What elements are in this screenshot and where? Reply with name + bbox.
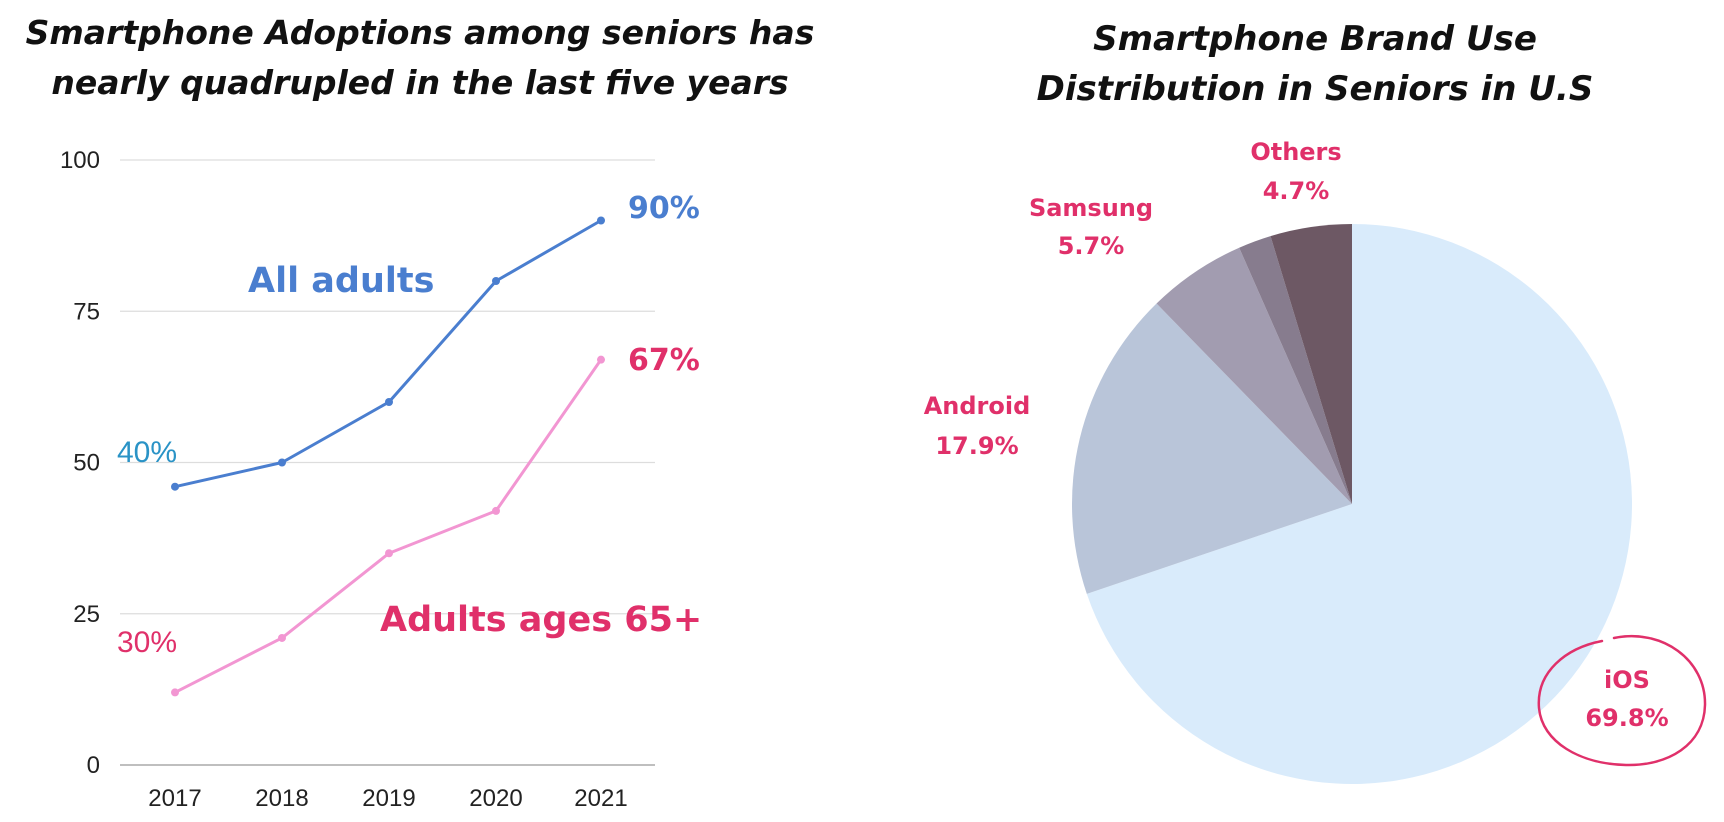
start-value-all-adults: 40% (117, 436, 177, 469)
pie-label-android: Android (924, 392, 1031, 420)
y-tick-label: 50 (73, 450, 100, 477)
pie-slice-android (1072, 303, 1352, 594)
pie-value-others: 4.7% (1263, 177, 1330, 205)
series-line (174, 358, 603, 694)
pie-slice-ios (1086, 224, 1633, 785)
start-value-seniors: 30% (117, 626, 177, 659)
pie-chart: iOS 69.8% Android 17.9% Samsung 5.7% Others 4.7… (924, 138, 1707, 785)
pie-value-ios: 69.8% (1585, 704, 1668, 732)
y-tick-label: 0 (87, 752, 100, 779)
end-value-seniors: 67% (628, 343, 700, 378)
line-chart: 0 25 50 75 100 2017 2018 2019 2020 2021 All adults… (60, 147, 702, 812)
line-chart-title-line-2: nearly quadrupled in the last five years (51, 63, 789, 102)
x-tick-label: 2020 (469, 785, 522, 812)
data-point (492, 277, 500, 285)
series-label-seniors: Adults ages 65+ (380, 600, 702, 640)
pie-label-others: Others (1250, 138, 1341, 166)
data-point (385, 398, 393, 406)
x-tick-label: 2018 (255, 785, 308, 812)
data-point (278, 458, 286, 467)
pie-value-samsung: 5.7% (1058, 232, 1125, 260)
y-tick-label: 100 (60, 147, 100, 174)
pie-chart-title: Smartphone Brand Use Distribution in Sen… (960, 14, 1670, 114)
data-point (171, 482, 179, 491)
series-label-all-adults: All adults (248, 261, 434, 301)
pie-slice-others (1270, 224, 1352, 504)
line-chart-title: Smartphone Adoptions among seniors has n… (0, 8, 840, 108)
pie-chart-title-line-2: Distribution in Seniors in U.S (1036, 69, 1594, 109)
data-point (171, 688, 179, 697)
pie-value-android: 17.9% (935, 432, 1018, 460)
end-value-all-adults: 90% (628, 191, 700, 226)
line-chart-title-line-1: Smartphone Adoptions among seniors has (25, 13, 815, 52)
data-point (492, 506, 500, 515)
x-tick-label: 2019 (362, 785, 415, 812)
ios-highlight-circle (1537, 635, 1707, 767)
y-tick-label: 25 (73, 601, 100, 628)
data-point (278, 633, 286, 642)
data-point (597, 355, 605, 364)
data-point (385, 549, 393, 558)
data-point (597, 216, 605, 225)
y-tick-label: 75 (73, 298, 100, 325)
x-tick-label: 2021 (574, 785, 627, 812)
pie-slice-samsung (1156, 247, 1352, 504)
x-tick-label: 2017 (148, 785, 201, 812)
pie-label-ios: iOS (1604, 666, 1650, 694)
pie-label-samsung: Samsung (1029, 194, 1153, 222)
pie-chart-title-line-1: Smartphone Brand Use (1093, 19, 1537, 59)
pie-slice-unlabeled (1239, 236, 1352, 505)
